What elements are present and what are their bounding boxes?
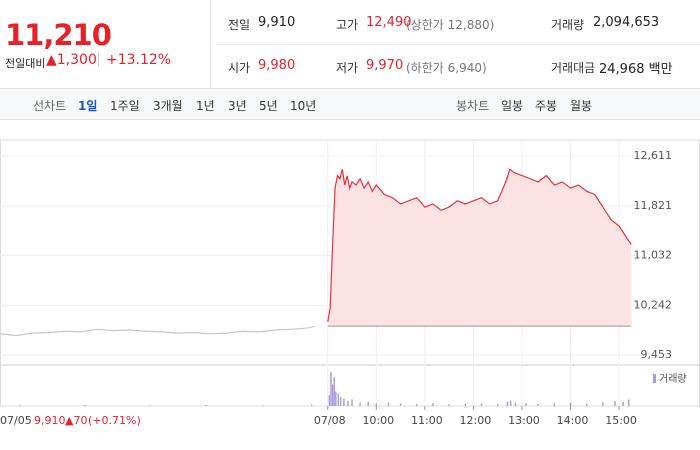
prev-summary-date: 07/05 (0, 414, 32, 427)
y-tick-label: 12,611 (634, 149, 673, 162)
x-tick-label: 15:00 (605, 414, 637, 427)
volume-bar (339, 397, 342, 406)
info-note: (상한가 12,880) (406, 18, 495, 32)
tab[interactable]: 10년 (290, 99, 317, 113)
volume-bar (448, 404, 450, 406)
separator (98, 53, 99, 67)
volume-bar (628, 399, 630, 406)
tab[interactable]: 3개월 (153, 99, 183, 113)
info-label: 저가 (336, 61, 359, 75)
volume-bar (343, 398, 345, 406)
tab[interactable]: 3년 (228, 99, 247, 113)
y-tick-label: 10,242 (634, 298, 673, 311)
info-label: 거래량 (551, 18, 585, 32)
x-tick-label: 13:00 (508, 414, 540, 427)
volume-bar (351, 399, 353, 406)
y-tick-label: 11,821 (634, 199, 673, 212)
info-label: 시가 (228, 61, 251, 75)
volume-bar (205, 404, 208, 406)
volume-bar (330, 371, 332, 406)
volume-bar (367, 401, 369, 406)
legend-label: 거래량 (659, 373, 687, 385)
info-value: 9,980 (258, 58, 296, 73)
volume-bar (416, 403, 418, 406)
change-pct: +13.12% (106, 52, 172, 68)
volume-bar (569, 402, 572, 406)
volume-bar (496, 404, 499, 406)
tab[interactable]: 일봉 (501, 99, 524, 113)
x-tick-label: 10:00 (362, 414, 394, 427)
volume-bar (331, 384, 334, 406)
price-box: 11,210 전일대비 ▲1,300 +13.12% (0, 0, 211, 88)
tab[interactable]: 1일 (78, 99, 98, 113)
volume-bar (149, 405, 151, 406)
volume-bar (614, 400, 616, 406)
volume-bar (375, 403, 378, 406)
info-value: 9,910 (258, 15, 296, 30)
volume-bar (387, 402, 390, 406)
volume-bar (359, 402, 361, 406)
info-value: 12,490 (366, 15, 412, 30)
prev-summary-change-pct: (+0.71%) (88, 414, 141, 427)
y-tick-label: 9,453 (641, 348, 673, 361)
volume-bar (333, 377, 335, 406)
volume-bar (602, 402, 604, 406)
volume-bar (337, 393, 339, 406)
volume-bar (399, 403, 402, 406)
x-tick-label: 14:00 (557, 414, 589, 427)
volume-bar (19, 405, 21, 406)
prev-summary-close: 9,910 (34, 414, 66, 427)
volume-bar (525, 403, 527, 406)
change-label: 전일대비 (5, 57, 46, 70)
legend-swatch (653, 374, 656, 383)
volume-bar (347, 400, 349, 406)
row-divider (210, 44, 700, 45)
volume-bar (432, 403, 434, 406)
info-label: 전일 (228, 18, 251, 32)
info-value: 2,094,653 (593, 15, 660, 30)
tab[interactable]: 1주일 (110, 99, 140, 113)
price-line (0, 325, 315, 337)
x-tick-label: 12:00 (460, 414, 492, 427)
area (327, 169, 632, 327)
volume-bar (480, 403, 483, 406)
tab[interactable]: 월봉 (570, 99, 593, 113)
info-label: 거래대금 (551, 61, 596, 75)
change: ▲1,300 (46, 52, 97, 68)
volume-bar (310, 404, 313, 406)
volume-bar (514, 402, 517, 406)
price: 11,210 (5, 18, 112, 52)
tab[interactable]: 1년 (196, 99, 215, 113)
tab-group-label: 선차트 (33, 99, 67, 113)
volume-bar (262, 405, 264, 406)
volume-bar (537, 403, 539, 406)
tab[interactable]: 5년 (259, 99, 278, 113)
y-tick-label: 11,032 (634, 248, 673, 261)
price-line (327, 168, 632, 322)
prev-summary-change: ▲70 (65, 414, 87, 427)
volume-bar (509, 400, 512, 406)
tab-bar: 선차트 1일 1주일 3개월 1년 3년 5년 10년 봉차트 일봉 주봉 월봉 (0, 88, 700, 120)
volume-bar (553, 403, 556, 406)
volume-bar (464, 403, 467, 406)
info-label: 고가 (336, 18, 359, 32)
volume-bar (328, 395, 331, 406)
x-tick-label: 07/08 (314, 414, 346, 427)
volume-bar (84, 404, 86, 406)
volume-bar (586, 403, 588, 406)
tab-group-label: 봉차트 (456, 99, 490, 113)
volume-bar (335, 391, 337, 406)
volume-bar (506, 401, 509, 406)
x-tick-label: 11:00 (411, 414, 443, 427)
info-note: (하한가 6,940) (406, 61, 487, 75)
info-value: 9,970 (366, 58, 404, 73)
tab[interactable]: 주봉 (535, 99, 558, 113)
info-value: 24,968 백만 (599, 62, 673, 77)
volume-bar (622, 401, 624, 406)
